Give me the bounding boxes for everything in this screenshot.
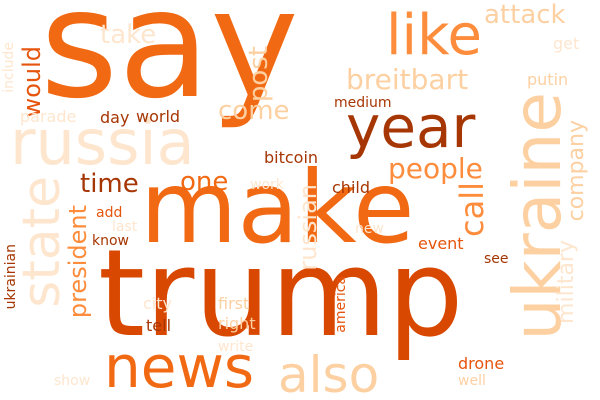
word-bitcoin: bitcoin [264, 148, 319, 167]
word-one: one [180, 167, 229, 197]
word-see: see [484, 251, 509, 267]
word-add: add [96, 205, 123, 221]
word-news: news [104, 333, 255, 400]
word-show: show [54, 373, 91, 389]
word-get: get [553, 34, 580, 53]
word-city: city [143, 294, 172, 313]
word-write: write [218, 339, 254, 355]
word-trump: trump [98, 225, 464, 364]
word-medium: medium [334, 95, 392, 111]
word-world: world [136, 107, 181, 126]
word-year: year [346, 93, 476, 161]
word-time: time [80, 169, 139, 199]
word-child: child [332, 178, 370, 197]
word-new: new [355, 221, 384, 237]
word-include: include [1, 42, 17, 93]
word-call: call [453, 182, 491, 237]
word-putin: putin [527, 70, 569, 89]
word-military: military [554, 240, 579, 324]
word-people: people [388, 152, 483, 185]
word-russian: russian [294, 184, 322, 271]
word-drone: drone [458, 354, 505, 373]
word-work: work [250, 177, 284, 193]
word-president: president [64, 205, 92, 319]
word-america: america [333, 276, 349, 333]
word-make: make [140, 149, 415, 266]
word-tell: tell [146, 316, 172, 335]
word-last: last [112, 219, 138, 235]
word-take: take [100, 20, 157, 50]
word-well: well [458, 373, 486, 389]
word-also: also [278, 346, 380, 400]
word-parade: parade [20, 107, 77, 126]
word-first: first [218, 294, 250, 313]
word-right: right [218, 314, 256, 333]
word-know: know [92, 233, 129, 249]
word-come: come [218, 96, 290, 126]
word-say: say [40, 0, 299, 132]
word-post: post [244, 46, 274, 103]
word-like: like [386, 3, 483, 68]
word-state: state [12, 176, 72, 308]
word-attack: attack [484, 0, 566, 30]
word-event: event [418, 234, 464, 253]
word-ukrainian: ukrainian [3, 244, 19, 310]
word-company: company [564, 120, 589, 222]
word-breitbart: breitbart [346, 63, 469, 96]
word-russia: russia [10, 106, 195, 179]
word-day: day [100, 108, 130, 127]
